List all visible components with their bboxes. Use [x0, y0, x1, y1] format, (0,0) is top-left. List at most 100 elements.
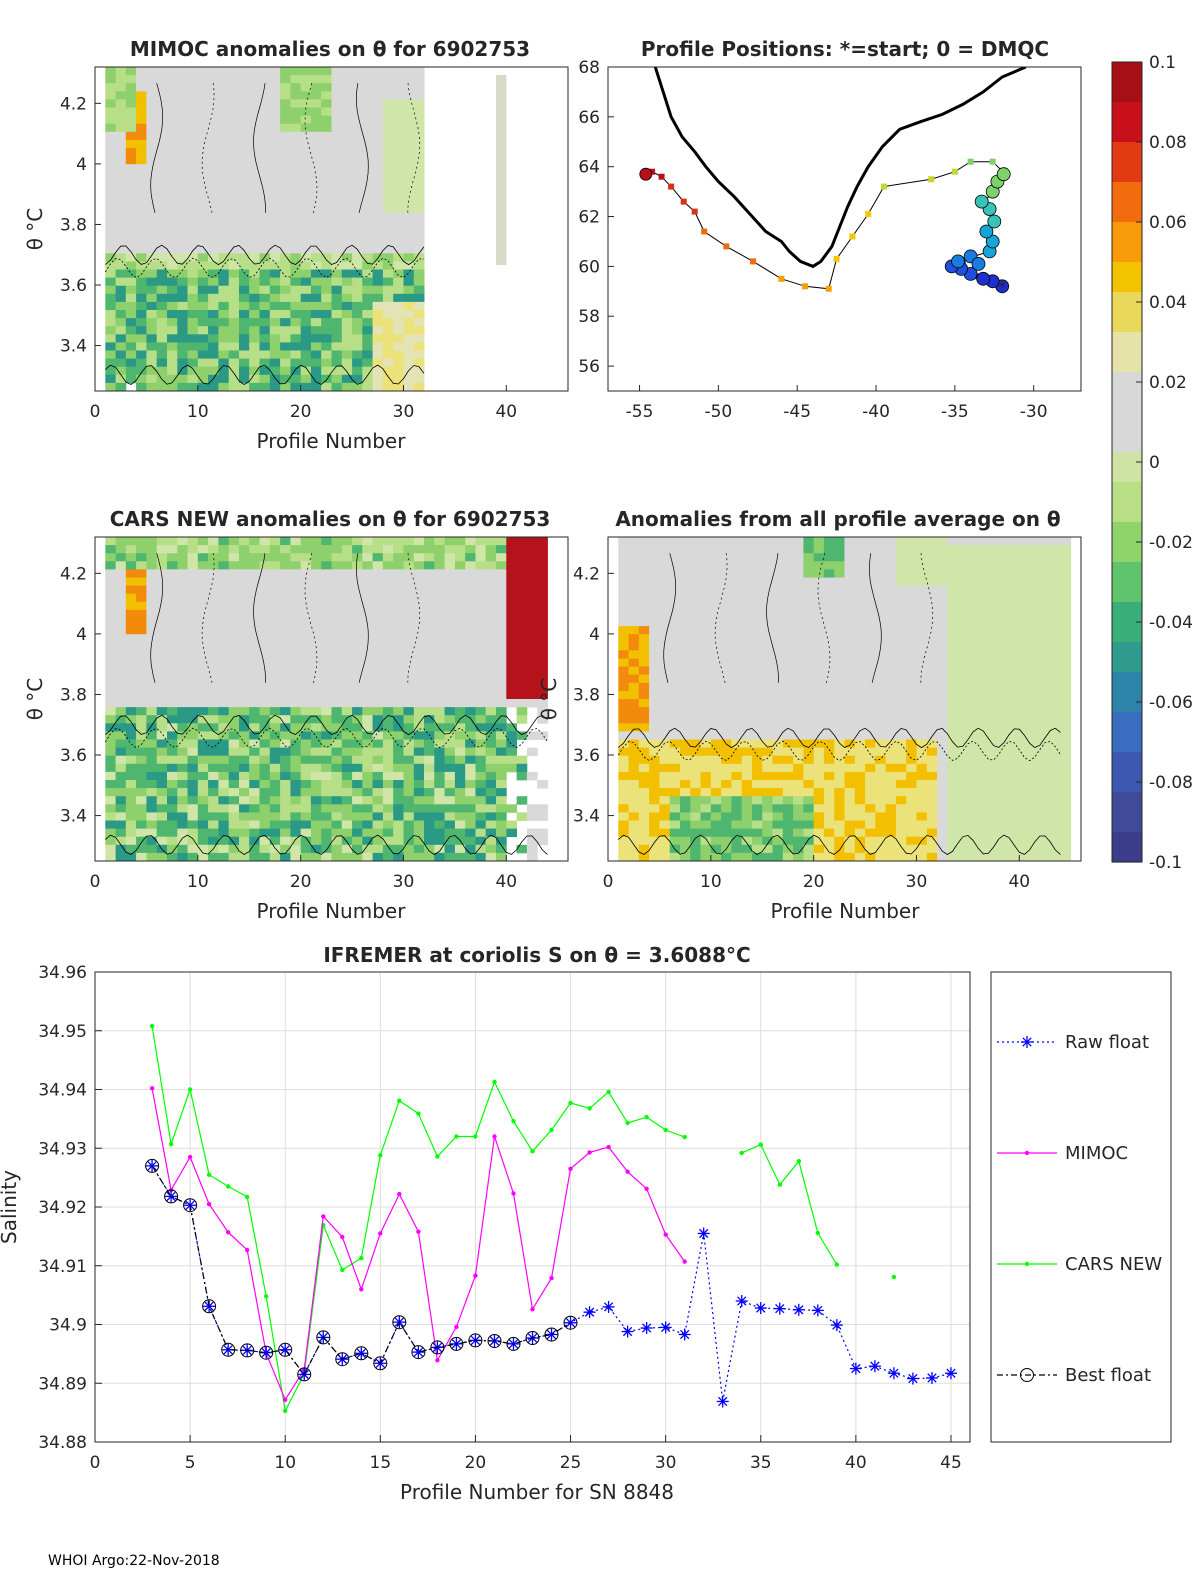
- anomaly-cell: [444, 545, 456, 554]
- anomaly-cell: [218, 715, 230, 724]
- anomaly-cell: [269, 763, 281, 773]
- contour-line: [407, 83, 421, 213]
- anomaly-cell: [115, 326, 127, 335]
- anomaly-cell: [424, 674, 435, 684]
- anomaly-cell: [249, 739, 260, 748]
- anomaly-cell: [125, 334, 137, 343]
- anomaly-cell: [259, 301, 271, 311]
- anomaly-cell: [310, 674, 322, 684]
- anomaly-cell: [967, 788, 979, 797]
- anomaly-cell: [269, 788, 281, 797]
- anomaly-cell: [310, 715, 322, 724]
- anomaly-cell: [772, 690, 784, 700]
- anomaly-cell: [362, 374, 373, 384]
- anomaly-cell: [844, 747, 856, 757]
- anomaly-cell: [300, 148, 312, 157]
- anomaly-cell: [249, 237, 260, 246]
- anomaly-cell: [239, 374, 250, 384]
- anomaly-cell: [136, 204, 147, 214]
- anomaly-cell: [187, 164, 199, 173]
- anomaly-cell: [454, 666, 466, 676]
- anomaly-cell: [290, 91, 302, 100]
- anomaly-cell: [998, 852, 1010, 861]
- anomaly-cell: [978, 626, 989, 635]
- anomaly-cell: [865, 844, 876, 854]
- anomaly-cell: [752, 682, 763, 692]
- anomaly-cell: [393, 618, 404, 627]
- anomaly-cell: [146, 836, 158, 846]
- anomaly-cell: [659, 609, 671, 619]
- anomaly-cell: [269, 318, 281, 327]
- anomaly-cell: [998, 755, 1010, 765]
- anomaly-cell: [1029, 836, 1041, 846]
- anomaly-cell: [362, 285, 373, 295]
- anomaly-cell: [947, 788, 958, 797]
- anomaly-cell: [1029, 707, 1041, 716]
- anomaly-cell: [793, 747, 804, 757]
- anomaly-cell: [454, 723, 466, 732]
- anomaly-cell: [413, 634, 425, 643]
- anomaly-cell: [649, 618, 660, 627]
- anomaly-cell: [136, 796, 147, 805]
- anomaly-cell: [957, 561, 969, 570]
- anomaly-cell: [310, 366, 322, 376]
- anomaly-cell: [290, 374, 302, 384]
- anomaly-cell: [669, 537, 681, 546]
- anomaly-cell: [310, 237, 322, 246]
- anomaly-cell: [413, 715, 425, 724]
- anomaly-cell: [239, 593, 250, 603]
- anomaly-cell: [125, 723, 137, 732]
- anomaly-cell: [793, 553, 804, 562]
- anomaly-cell: [105, 180, 116, 189]
- anomaly-cell: [393, 626, 404, 635]
- anomaly-cell: [115, 131, 127, 141]
- anomaly-cell: [208, 618, 219, 627]
- anomaly-cell: [403, 180, 415, 189]
- anomaly-cell: [649, 585, 660, 595]
- anomaly-cell: [1039, 545, 1051, 554]
- anomaly-cell: [793, 699, 804, 708]
- anomaly-cell: [167, 237, 178, 246]
- anomaly-cell: [1009, 844, 1020, 854]
- anomaly-cell: [475, 796, 487, 805]
- anomaly-cell: [988, 747, 1000, 757]
- anomaly-cell: [680, 593, 691, 603]
- anomaly-cell: [413, 245, 425, 254]
- anomaly-cell: [741, 812, 753, 821]
- anomaly-cell: [475, 820, 487, 829]
- anomaly-cell: [167, 269, 178, 278]
- anomaly-cell: [752, 650, 763, 659]
- anomaly-cell: [823, 561, 835, 570]
- anomaly-cell: [465, 747, 476, 757]
- anomaly-cell: [321, 788, 332, 797]
- anomaly-cell: [280, 593, 291, 603]
- anomaly-cell: [321, 107, 332, 116]
- anomaly-cell: [1029, 747, 1041, 757]
- anomaly-cell: [967, 682, 979, 692]
- anomaly-cell: [290, 731, 302, 740]
- anomaly-cell: [259, 650, 271, 659]
- y-tick-label: 3.8: [60, 215, 87, 235]
- anomaly-cell: [362, 107, 373, 116]
- anomaly-cell: [125, 156, 137, 165]
- anomaly-cell: [177, 75, 188, 84]
- anomaly-cell: [937, 723, 948, 732]
- anomaly-cell: [290, 229, 302, 238]
- anomaly-cell: [269, 67, 281, 76]
- anomaly-cell: [885, 820, 897, 829]
- anomaly-cell: [434, 561, 445, 570]
- anomaly-cell: [300, 634, 312, 643]
- anomaly-cell: [125, 820, 137, 829]
- anomaly-cell: [669, 796, 681, 805]
- anomaly-cell: [700, 812, 712, 821]
- anomaly-cell: [269, 642, 281, 651]
- anomaly-cell: [998, 820, 1010, 829]
- anomaly-cell: [280, 229, 291, 238]
- anomaly-cell: [228, 212, 240, 222]
- anomaly-cell: [844, 755, 856, 765]
- anomaly-cell: [269, 812, 281, 821]
- anomaly-cell: [998, 739, 1010, 748]
- anomaly-cell: [1019, 601, 1030, 611]
- anomaly-cell: [465, 634, 476, 643]
- anomaly-cell: [526, 666, 538, 676]
